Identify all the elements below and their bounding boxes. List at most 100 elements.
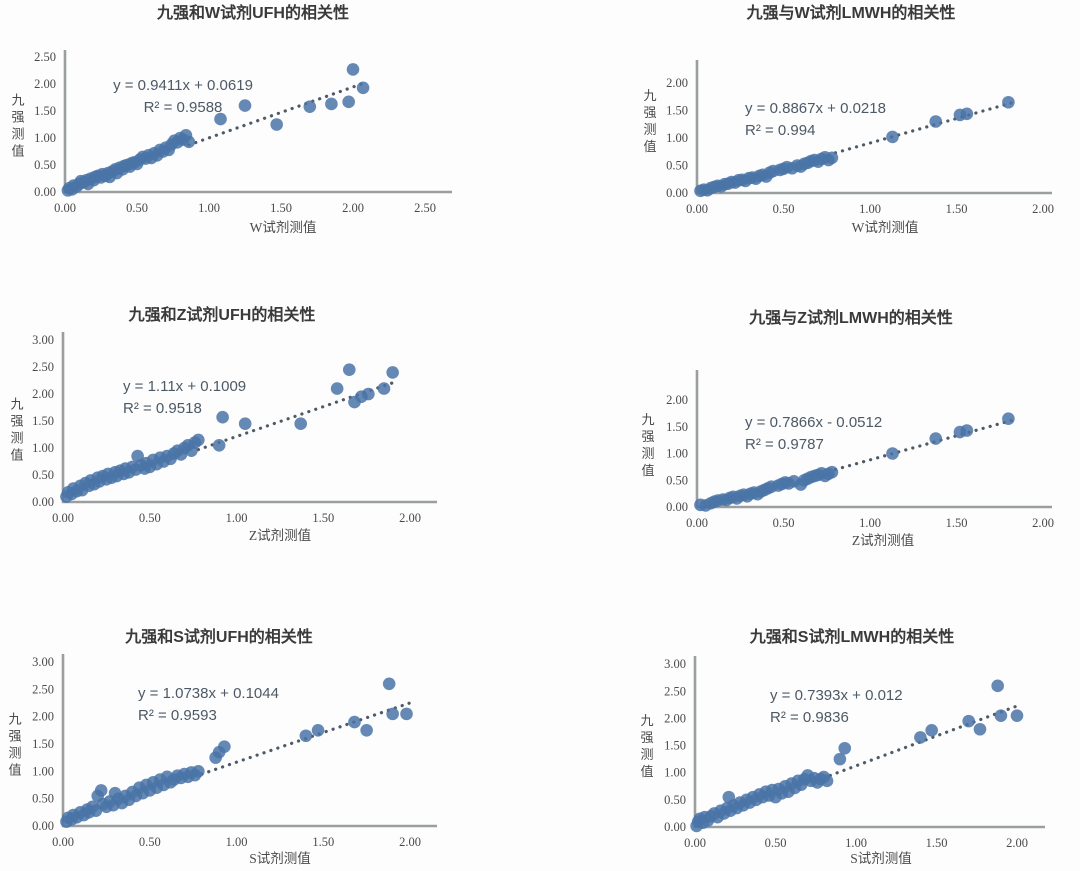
- y-tick-label: 2.00: [666, 76, 688, 90]
- y-axis-title: 强: [641, 429, 654, 444]
- data-point: [214, 112, 227, 126]
- data-point: [182, 135, 196, 149]
- y-tick-label: 3.00: [32, 333, 54, 347]
- y-tick-label: 2.00: [666, 393, 688, 407]
- data-point: [238, 99, 252, 112]
- r-squared-value: R² = 0.9787: [745, 436, 824, 453]
- r-squared-value: R² = 0.9593: [138, 707, 217, 724]
- chart-title: 九强和W试剂UFH的相关性: [156, 3, 349, 22]
- x-tick-label: 0.50: [765, 836, 787, 850]
- y-axis-title: 九: [10, 397, 23, 412]
- y-axis-title: 值: [643, 139, 656, 154]
- x-axis-title: S试剂测值: [249, 851, 311, 866]
- chart-cell-lmwh-z: 九强与Z试剂LMWH的相关性 0.00 0.50 1.00 1.50 2.00 0.00 0.…: [540, 290, 1080, 580]
- y-tick-label: 2.50: [664, 684, 686, 698]
- x-axis-title: Z试剂测值: [852, 533, 914, 548]
- data-point: [299, 729, 313, 743]
- data-point: [216, 410, 229, 424]
- y-tick-label: 1.50: [664, 739, 686, 753]
- x-tick-label: 1.50: [946, 202, 968, 216]
- x-tick-label: 0.50: [139, 511, 161, 525]
- y-axis-title: 值: [640, 764, 653, 779]
- y-axis-title: 值: [11, 144, 24, 159]
- data-point: [886, 447, 899, 460]
- x-axis-title: W试剂测值: [852, 220, 919, 235]
- y-tick-label: 1.00: [32, 441, 54, 455]
- y-axis-title: 测: [11, 127, 24, 142]
- data-point: [94, 784, 108, 797]
- data-point: [833, 752, 847, 766]
- data-point: [192, 765, 205, 778]
- x-tick-label: 2.00: [399, 835, 421, 849]
- x-tick-label: 0.00: [686, 516, 708, 530]
- y-axis-title: 强: [8, 729, 21, 744]
- r-squared-value: R² = 0.9518: [123, 400, 202, 417]
- data-point: [960, 107, 974, 121]
- y-tick-label: 3.00: [664, 657, 686, 671]
- r-squared-value: R² = 0.9588: [144, 99, 223, 116]
- trendline: [833, 418, 1014, 472]
- y-axis-title: 九: [643, 88, 656, 103]
- y-tick-label: 1.00: [666, 131, 688, 145]
- y-tick-label: 0.00: [32, 495, 54, 509]
- data-point: [218, 740, 231, 753]
- data-point: [1010, 709, 1024, 722]
- x-tick-label: 2.00: [342, 201, 364, 215]
- data-point: [386, 366, 399, 379]
- y-axis-title: 值: [641, 463, 654, 478]
- x-tick-label: 1.50: [312, 835, 334, 849]
- x-tick-label: 0.00: [52, 835, 74, 849]
- x-axis-title: W试剂测值: [250, 220, 317, 235]
- y-tick-label: 2.50: [32, 682, 54, 696]
- x-tick-label: 2.00: [1032, 202, 1054, 216]
- x-tick-label: 2.00: [1032, 516, 1054, 530]
- x-tick-label: 1.00: [859, 516, 881, 530]
- chart-cell-lmwh-s: 九强和S试剂LMWH的相关性 0.00 0.50 1.00 1.50 2.00 2.50 3.…: [540, 580, 1080, 871]
- data-point: [360, 723, 373, 737]
- data-point: [825, 465, 839, 479]
- y-tick-label: 0.00: [666, 500, 688, 514]
- trendline-equation: y = 0.8867x + 0.0218: [745, 100, 886, 117]
- scatter-chart-lmwh-w: 九强与W试剂LMWH的相关性 0.00 0.50 1.00 1.50 2.00 0.00 0.…: [643, 3, 1054, 235]
- data-point: [192, 433, 205, 447]
- chart-title: 九强与W试剂LMWH的相关性: [746, 3, 956, 22]
- x-tick-label: 2.00: [399, 511, 421, 525]
- x-tick-label: 1.50: [926, 836, 948, 850]
- data-point: [212, 439, 226, 452]
- y-tick-label: 0.50: [34, 158, 56, 172]
- data-point: [362, 387, 375, 401]
- data-point: [311, 723, 325, 737]
- x-tick-label: 1.00: [226, 835, 248, 849]
- y-tick-label: 0.50: [664, 793, 686, 807]
- y-axis-title: 九: [640, 713, 653, 728]
- data-point: [914, 731, 927, 744]
- trendline-equation: y = 0.7866x - 0.0512: [745, 414, 882, 431]
- x-tick-label: 0.50: [139, 835, 161, 849]
- y-tick-label: 0.00: [666, 186, 688, 200]
- data-point: [820, 774, 834, 788]
- trendline-equation: y = 0.7393x + 0.012: [770, 687, 903, 704]
- data-point: [825, 151, 839, 165]
- x-tick-label: 1.50: [946, 516, 968, 530]
- x-tick-label: 2.50: [414, 201, 436, 215]
- y-axis-title: 测: [10, 431, 23, 446]
- x-tick-label: 1.00: [198, 201, 220, 215]
- chart-cell-ufh-s: 九强和S试剂UFH的相关性 0.00 0.50 1.00 1.50 2.00 2.50 3.0…: [0, 580, 540, 871]
- y-tick-label: 2.00: [34, 77, 56, 91]
- chart-title: 九强和S试剂UFH的相关性: [124, 627, 313, 646]
- data-point: [356, 81, 370, 95]
- y-axis-title: 强: [10, 414, 23, 429]
- y-tick-label: 1.00: [32, 764, 54, 778]
- y-tick-label: 2.50: [34, 50, 56, 64]
- data-point: [303, 100, 317, 113]
- y-tick-label: 1.50: [666, 104, 688, 118]
- data-point: [960, 424, 974, 437]
- y-tick-label: 0.50: [666, 473, 688, 487]
- x-tick-label: 1.00: [859, 202, 881, 216]
- x-tick-label: 1.50: [312, 511, 334, 525]
- x-tick-label: 0.00: [52, 511, 74, 525]
- chart-cell-lmwh-w: 九强与W试剂LMWH的相关性 0.00 0.50 1.00 1.50 2.00 0.00 0.…: [540, 0, 1080, 290]
- x-tick-label: 0.50: [773, 202, 795, 216]
- x-tick-label: 0.50: [126, 201, 148, 215]
- scatter-chart-ufh-s: 九强和S试剂UFH的相关性 0.00 0.50 1.00 1.50 2.00 2.50 3.0…: [8, 627, 437, 866]
